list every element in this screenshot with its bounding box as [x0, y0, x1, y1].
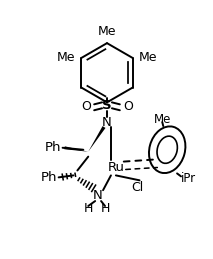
Text: O: O — [81, 100, 91, 113]
Text: Me: Me — [139, 52, 158, 64]
Text: Cl: Cl — [131, 181, 144, 194]
Text: Me: Me — [154, 113, 171, 126]
Text: O: O — [123, 100, 133, 113]
Text: Ru: Ru — [107, 161, 124, 174]
Text: N: N — [102, 116, 112, 129]
Text: H: H — [100, 203, 110, 215]
Text: Me: Me — [56, 52, 75, 64]
Polygon shape — [88, 126, 105, 152]
Text: Ph: Ph — [45, 141, 61, 154]
Text: iPr: iPr — [181, 172, 196, 185]
Polygon shape — [64, 146, 88, 152]
Text: N: N — [93, 189, 103, 202]
Text: Ph: Ph — [40, 171, 57, 184]
Text: Me: Me — [98, 25, 116, 38]
Text: S: S — [102, 99, 112, 112]
Text: H: H — [83, 203, 93, 215]
